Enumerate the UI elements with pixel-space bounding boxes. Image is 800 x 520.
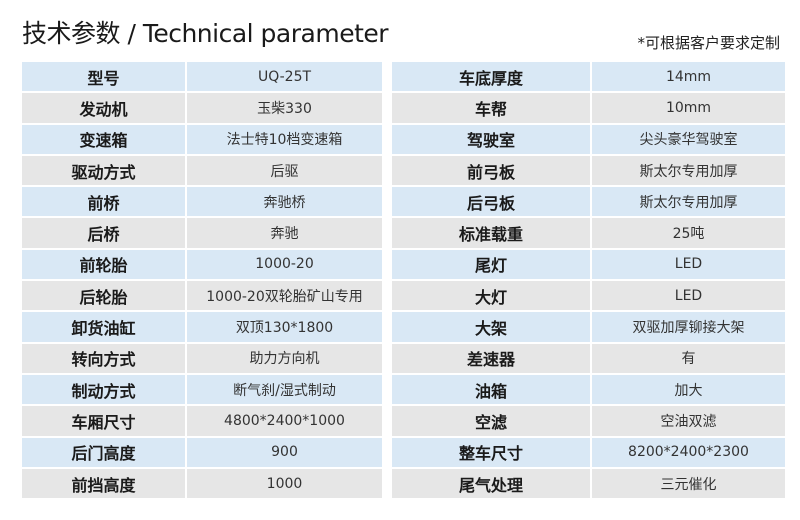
- spec-value: 双驱加厚铆接大架: [592, 312, 785, 342]
- spec-value: 尖头豪华驾驶室: [592, 124, 785, 154]
- table-row: 前轮胎 1000-20: [22, 249, 382, 280]
- table-row: 前挡高度 1000: [22, 468, 382, 499]
- table-row: 油箱 加大: [392, 374, 785, 405]
- table-row: 后桥 奔驰: [22, 218, 382, 248]
- spec-label: 后桥: [22, 218, 187, 248]
- table-row: 尾气处理 三元催化: [392, 468, 785, 499]
- spec-label: 后弓板: [392, 187, 592, 217]
- spec-value: 双顶130*1800: [187, 312, 382, 342]
- spec-label: 后门高度: [22, 437, 187, 467]
- spec-value: 有: [592, 343, 785, 373]
- spec-label: 整车尺寸: [392, 437, 592, 467]
- spec-label: 发动机: [22, 93, 187, 123]
- spec-value: 斯太尔专用加厚: [592, 187, 785, 217]
- spec-label: 前挡高度: [22, 468, 187, 499]
- spec-label: 大架: [392, 312, 592, 342]
- spec-label: 油箱: [392, 374, 592, 405]
- page-title: 技术参数 / Technical parameter: [22, 19, 389, 48]
- spec-label: 变速箱: [22, 124, 187, 154]
- table-row: 后弓板 斯太尔专用加厚: [392, 187, 785, 217]
- spec-value: 后驱: [187, 155, 382, 186]
- table-row: 发动机 玉柴330: [22, 93, 382, 123]
- spec-value: 法士特10档变速箱: [187, 124, 382, 154]
- spec-label: 尾灯: [392, 249, 592, 280]
- table-row: 车厢尺寸 4800*2400*1000: [22, 406, 382, 436]
- spec-value: 1000: [187, 468, 382, 499]
- spec-value: 助力方向机: [187, 343, 382, 373]
- table-row: 车帮 10mm: [392, 93, 785, 123]
- spec-table-left: 型号 UQ-25T 发动机 玉柴330 变速箱 法士特10档变速箱 驱动方式 后驱 前桥 奔驰桥后…: [22, 60, 382, 500]
- spec-value: 10mm: [592, 93, 785, 123]
- spec-label: 前桥: [22, 187, 187, 217]
- spec-label: 前轮胎: [22, 249, 187, 280]
- table-row: 空滤 空油双滤: [392, 406, 785, 436]
- spec-value: 1000-20双轮胎矿山专用: [187, 281, 382, 311]
- table-row: 差速器有: [392, 343, 785, 373]
- spec-label: 车厢尺寸: [22, 406, 187, 436]
- spec-label: 差速器: [392, 343, 592, 373]
- spec-label: 后轮胎: [22, 281, 187, 311]
- spec-table-right: 车底厚度 14mm 车帮 10mm 驾驶室 尖头豪华驾驶室 前弓板 斯太尔专用加厚 后弓板 斯太尔…: [392, 60, 785, 500]
- spec-value: 25吨: [592, 218, 785, 248]
- table-row: 前桥 奔驰桥: [22, 187, 382, 217]
- table-row: 后轮胎 1000-20双轮胎矿山专用: [22, 281, 382, 311]
- spec-label: 制动方式: [22, 374, 187, 405]
- table-row: 整车尺寸 8200*2400*2300: [392, 437, 785, 467]
- spec-value: 4800*2400*1000: [187, 406, 382, 436]
- spec-value: 玉柴330: [187, 93, 382, 123]
- spec-value: 8200*2400*2300: [592, 437, 785, 467]
- spec-label: 驱动方式: [22, 155, 187, 186]
- table-row: 变速箱 法士特10档变速箱: [22, 124, 382, 154]
- spec-label: 转向方式: [22, 343, 187, 373]
- spec-label: 大灯: [392, 281, 592, 311]
- spec-value: 奔驰: [187, 218, 382, 248]
- table-row: 大架 双驱加厚铆接大架: [392, 312, 785, 342]
- table-row: 前弓板 斯太尔专用加厚: [392, 155, 785, 186]
- spec-value: 14mm: [592, 62, 785, 92]
- spec-value: UQ-25T: [187, 62, 382, 92]
- spec-value: 斯太尔专用加厚: [592, 155, 785, 186]
- table-row: 大灯 LED: [392, 281, 785, 311]
- table-row: 驱动方式 后驱: [22, 155, 382, 186]
- table-row: 尾灯 LED: [392, 249, 785, 280]
- spec-label: 尾气处理: [392, 468, 592, 499]
- table-row: 制动方式 断气刹/湿式制动: [22, 374, 382, 405]
- spec-value: 空油双滤: [592, 406, 785, 436]
- spec-label: 标准载重: [392, 218, 592, 248]
- spec-value: 900: [187, 437, 382, 467]
- table-row: 标准载重 25吨: [392, 218, 785, 248]
- spec-value: 断气刹/湿式制动: [187, 374, 382, 405]
- spec-value: 三元催化: [592, 468, 785, 499]
- table-row: 卸货油缸 双顶130*1800: [22, 312, 382, 342]
- table-row: 驾驶室 尖头豪华驾驶室: [392, 124, 785, 154]
- customization-note: *可根据客户要求定制: [637, 34, 780, 52]
- spec-value: 1000-20: [187, 249, 382, 280]
- spec-label: 车帮: [392, 93, 592, 123]
- spec-value: LED: [592, 249, 785, 280]
- spec-value: 加大: [592, 374, 785, 405]
- spec-label: 空滤: [392, 406, 592, 436]
- spec-label: 卸货油缸: [22, 312, 187, 342]
- spec-label: 车底厚度: [392, 62, 592, 92]
- table-row: 型号 UQ-25T: [22, 62, 382, 92]
- spec-label: 前弓板: [392, 155, 592, 186]
- spec-label: 型号: [22, 62, 187, 92]
- table-row: 后门高度 900: [22, 437, 382, 467]
- spec-value: 奔驰桥: [187, 187, 382, 217]
- spec-label: 驾驶室: [392, 124, 592, 154]
- table-row: 车底厚度 14mm: [392, 62, 785, 92]
- table-row: 转向方式 助力方向机: [22, 343, 382, 373]
- spec-value: LED: [592, 281, 785, 311]
